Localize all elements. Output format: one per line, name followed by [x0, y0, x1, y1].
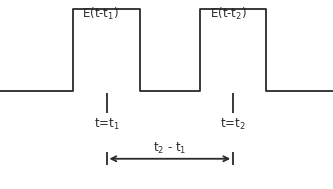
- Text: t$_2$ - t$_1$: t$_2$ - t$_1$: [153, 141, 186, 156]
- Text: E(t-t$_2$): E(t-t$_2$): [210, 6, 246, 22]
- Text: t=t$_2$: t=t$_2$: [220, 117, 246, 132]
- Text: E(t-t$_1$): E(t-t$_1$): [82, 6, 118, 22]
- Text: t=t$_1$: t=t$_1$: [94, 117, 120, 132]
